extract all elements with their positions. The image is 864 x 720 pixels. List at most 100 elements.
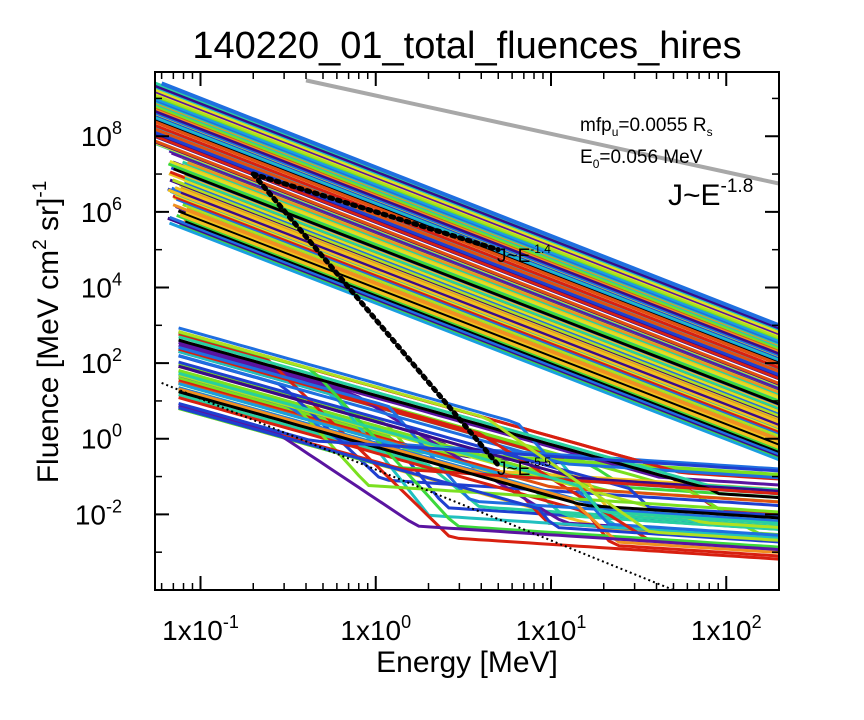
reference-lines <box>160 78 779 590</box>
x-tick-label-exp: 2 <box>752 612 762 632</box>
annotation-ref-main: J~E-1.8 <box>668 176 753 212</box>
curved-spectrum-line <box>178 335 779 492</box>
spectrum-line <box>168 149 779 390</box>
y-tick-label-exp: 4 <box>112 269 122 289</box>
reference-line-power_law_dotted <box>250 171 501 253</box>
spectrum-line <box>180 190 779 426</box>
curved-spectrum-line <box>178 338 779 500</box>
y-tick-label: 108 <box>81 118 122 152</box>
spectrum-line <box>167 188 779 429</box>
annotation-e0-text: E <box>580 147 593 168</box>
spectrum-line <box>155 93 779 339</box>
y-tick-label-base: 10 <box>75 499 106 530</box>
y-tick-label-exp: 6 <box>112 194 122 214</box>
x-tick-label-base: 1x10 <box>340 615 401 646</box>
annotation-ref-14-exp: -1.4 <box>530 242 551 256</box>
x-tick-label-exp: 1 <box>576 612 586 632</box>
annotation-ref-55-exp: -5.5 <box>530 455 551 469</box>
spectrum-line <box>169 215 779 456</box>
y-tick-label: 104 <box>81 269 122 303</box>
spectrum-line <box>184 176 779 410</box>
x-tick-label-base: 1x10 <box>162 615 223 646</box>
x-tick-label-exp: 0 <box>401 612 411 632</box>
spectrum-line <box>155 130 779 377</box>
spectrum-line <box>185 210 779 444</box>
spectrum-line <box>172 194 779 433</box>
curved-spectrum-line <box>178 345 779 523</box>
spectrum-line <box>155 88 779 334</box>
spectrum-line <box>184 219 779 453</box>
y-tick-label-base: 10 <box>81 121 112 152</box>
annotation-ref-main-exp: -1.8 <box>721 176 754 197</box>
reference-line-power_law <box>160 81 779 328</box>
annotation-e0-sub: 0 <box>593 157 600 171</box>
x-tick-label-exp: -1 <box>223 612 239 632</box>
y-axis-label-sup2: -1 <box>30 181 51 198</box>
spectrum-line <box>167 162 779 403</box>
reference-line-lower_dotted <box>161 381 674 590</box>
series-layer <box>155 81 779 561</box>
spectrum-line <box>155 120 779 366</box>
curved-spectrum-line <box>178 390 779 520</box>
spectrum-line <box>175 197 779 435</box>
spectrum-line <box>186 207 779 441</box>
y-tick-label-exp: 2 <box>112 345 122 365</box>
annotation-mfp-sub: u <box>612 125 619 139</box>
y-tick-label-base: 10 <box>81 197 112 228</box>
curved-spectrum-line <box>178 326 779 537</box>
x-tick-label-base: 1x10 <box>516 615 577 646</box>
annotation-ref-55-base: J~E <box>497 459 530 480</box>
spectrum-line <box>183 178 779 413</box>
annotation-mfp: mfpu=0.0055 Rs <box>580 115 713 139</box>
spectrum-line <box>155 114 779 361</box>
spectrum-line <box>176 213 779 451</box>
curved-spectrum-line <box>178 330 779 542</box>
y-axis-label: Fluence [MeV cm2 sr]-1 <box>30 181 65 484</box>
y-tick-label-exp: 0 <box>112 421 122 441</box>
y-axis-label-sup1: 2 <box>30 239 51 250</box>
curved-spectrum-line <box>178 396 779 558</box>
y-tick-label-exp: 8 <box>112 118 122 138</box>
y-tick-label: 10-2 <box>75 496 122 530</box>
spectrum-line <box>155 96 779 343</box>
y-tick-label-exp: -2 <box>106 496 122 516</box>
spectrum-line <box>155 89 779 336</box>
spectrum-line <box>182 160 779 396</box>
y-axis-label-mid: sr] <box>32 198 65 240</box>
y-tick-label: 102 <box>81 345 122 379</box>
annotation-ref-14: J~E-1.4 <box>497 242 551 267</box>
spectrum-line <box>155 104 779 350</box>
curved-spectrum-line <box>178 401 779 473</box>
x-tick-label-base: 1x10 <box>691 615 752 646</box>
annotation-e0: E0=0.056 MeV <box>580 147 703 171</box>
annotations: mfpu=0.0055 Rs E0=0.056 MeV J~E-1.8 J~E-… <box>497 115 753 480</box>
plot-frame <box>154 71 780 591</box>
spectrum-line <box>155 111 779 357</box>
spectrum-line <box>172 178 779 417</box>
spectrum-line <box>179 213 779 449</box>
spectrum-line <box>169 159 779 400</box>
curved-spectrum-line <box>178 360 779 518</box>
annotation-ref-55: J~E-5.5 <box>497 455 551 480</box>
curved-spectrum-line <box>178 332 779 561</box>
chart-title: 140220_01_total_fluences_hires <box>192 25 741 67</box>
reference-line-power_law_dotted <box>250 171 501 468</box>
spectrum-line <box>155 84 779 330</box>
annotation-ref-main-base: J~E <box>668 179 721 212</box>
x-tick-label: 1x10-1 <box>162 612 239 646</box>
x-tick-label: 1x102 <box>691 612 762 646</box>
y-axis-label-main: Fluence [MeV cm <box>32 250 65 483</box>
spectrum-line <box>155 109 779 355</box>
curved-spectrum-line <box>178 406 779 544</box>
curved-spectrum-line <box>178 349 779 540</box>
x-tick-label: 1x100 <box>340 612 411 646</box>
spectrum-line <box>173 167 779 406</box>
spectrum-line <box>177 209 779 446</box>
spectrum-line <box>168 221 779 462</box>
spectrum-line <box>155 134 779 380</box>
annotation-ref-14-base: J~E <box>497 246 530 267</box>
y-tick-label-base: 10 <box>81 272 112 303</box>
spectrum-line <box>185 203 779 437</box>
